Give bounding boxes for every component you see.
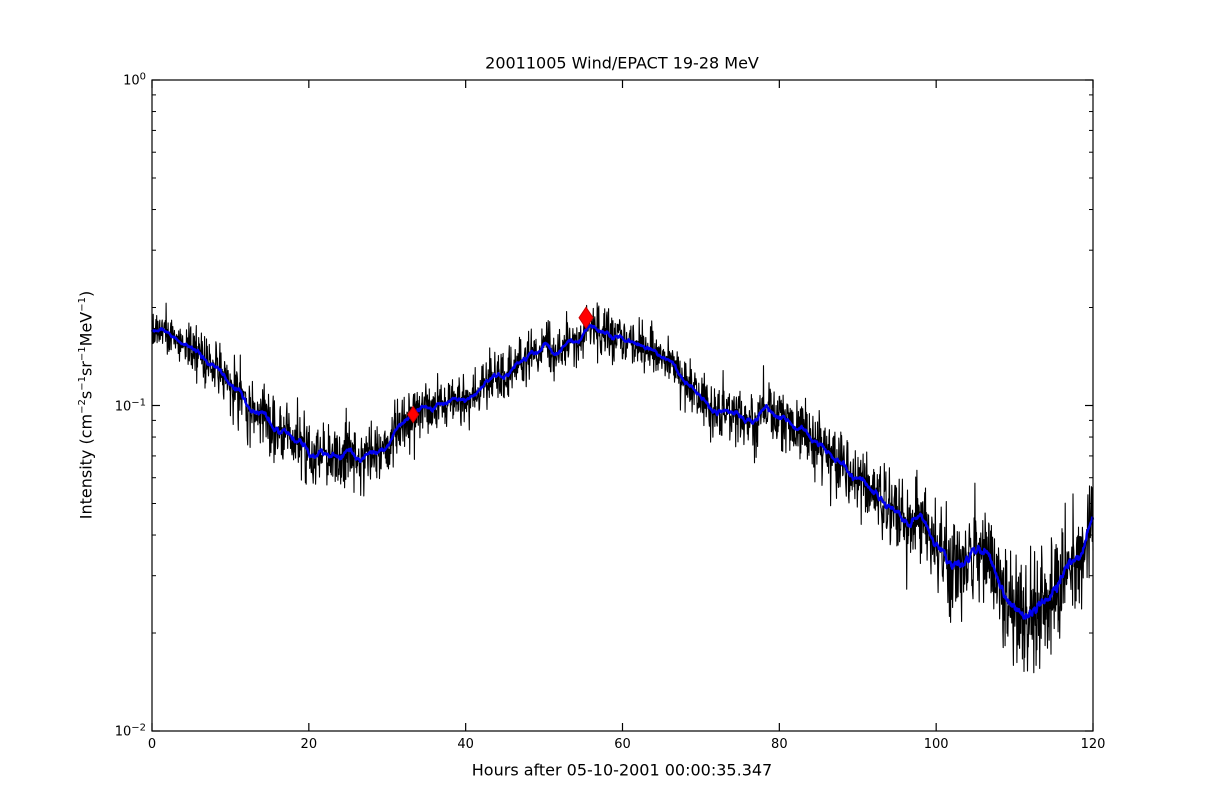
x-tick-label: 60 [614, 737, 631, 752]
event-marker-diamond [578, 306, 594, 330]
x-tick-label: 120 [1080, 737, 1106, 752]
raw-series-path [151, 302, 1094, 674]
x-axis-label: Hours after 05-10-2001 00:00:35.347 [471, 760, 773, 780]
y-tick-label: 10−1 [114, 396, 146, 415]
y-tick-label: 10−2 [114, 722, 146, 740]
event-marker-diamond [407, 405, 420, 424]
x-tick-label: 20 [300, 737, 318, 752]
chart-title: 20011005 Wind/EPACT 19-28 MeV [485, 53, 759, 73]
x-tick-label: 80 [771, 737, 788, 752]
x-tick-label: 40 [457, 737, 474, 752]
smoothed-series-path [150, 324, 1095, 620]
y-axis-label: Intensity (cm−2s−1sr−1MeV−1) [76, 290, 96, 520]
x-tick-label: 0 [147, 737, 157, 752]
x-tick-label: 100 [923, 737, 949, 752]
axes-frame [151, 79, 1094, 732]
y-tick-label: 100 [123, 71, 146, 89]
